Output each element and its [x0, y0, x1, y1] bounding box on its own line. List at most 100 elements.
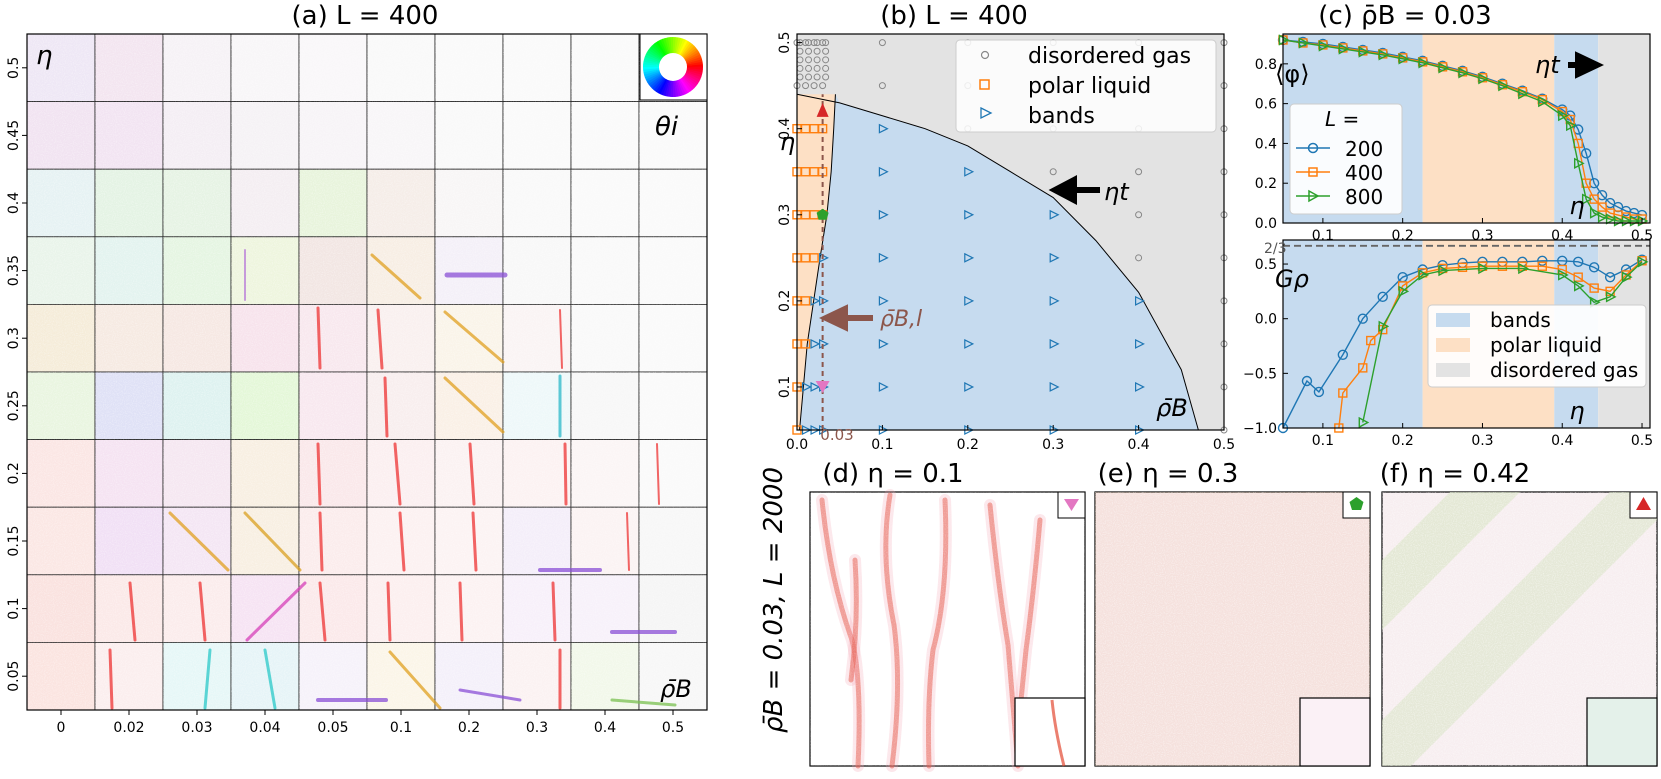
panel-a-row-ticks: 0.5 0.45 0.4 0.35 0.3 0.25 0.2 0.15 0.1 0.05	[6, 57, 27, 692]
l-legend-title: L =	[1325, 107, 1359, 131]
red-triangle-marker	[816, 102, 829, 117]
x-tick-label: 0.2	[1392, 433, 1414, 449]
phi-ylabel: ⟨φ⟩	[1275, 60, 1310, 88]
panel-e-inset	[1299, 697, 1371, 767]
band-feature	[610, 698, 677, 707]
series-line-200	[1282, 259, 1643, 429]
region-polar-label: polar liquid	[1490, 333, 1602, 357]
region-gas-swatch	[1436, 363, 1470, 377]
pink-triangle-icon	[1064, 499, 1079, 511]
green-pentagon-icon	[1349, 497, 1364, 510]
region-polar-swatch	[1436, 338, 1470, 352]
panel-f-snapshot	[1381, 491, 1658, 767]
row-tick-label: 0.15	[6, 525, 22, 556]
bands-point	[1135, 338, 1145, 349]
legend-800: 800	[1345, 185, 1383, 209]
panel-b: (b) L = 400 η ρ̄B ηt ρ̄B,l 0.03 disorder…	[777, 1, 1235, 453]
row-tick-label: 0.35	[6, 255, 22, 286]
panel-e-snapshot	[1094, 491, 1371, 767]
x-tick-label: 0.3	[1471, 433, 1493, 449]
panel-c-top-eta: η	[1569, 192, 1584, 220]
band-feature	[316, 306, 322, 370]
col-tick-label: 0.2	[458, 720, 480, 736]
legend-gas: disordered gas	[1028, 44, 1191, 69]
gas-point	[805, 73, 813, 81]
band-feature	[318, 581, 327, 642]
band-feature	[458, 581, 464, 642]
gas-point	[813, 39, 821, 47]
y-tick-label: 0.0	[1255, 216, 1277, 232]
region-bands-swatch	[1436, 313, 1470, 327]
bands-point	[878, 252, 889, 263]
x-tick-label: 0.3	[1042, 437, 1064, 453]
bands-point	[878, 295, 889, 306]
y-tick-label: 0.5	[1255, 257, 1277, 273]
point-800	[1358, 46, 1370, 58]
two-thirds-label: 2/3	[1264, 241, 1287, 257]
band-feature	[316, 442, 322, 506]
liquid-point	[800, 339, 811, 349]
band-feature	[551, 581, 557, 642]
panel-d-snapshot	[809, 489, 1086, 772]
point-800	[1605, 291, 1617, 303]
gas-point	[878, 39, 886, 47]
point-400	[1497, 261, 1508, 271]
eta-t-arrow-icon	[1048, 175, 1100, 205]
x-tick-label: 0.1	[1312, 433, 1334, 449]
band-feature	[559, 309, 563, 369]
y-tick-label: 0.1	[777, 376, 793, 398]
panel-a: (a) L = 400 η θi ρ̄B 0.50.450.40.350.30.…	[6, 1, 708, 736]
rho-marker-label: 0.03	[820, 426, 853, 444]
point-800	[1278, 34, 1290, 46]
side-label: ρ̄B = 0.03, L = 2000	[759, 467, 789, 733]
band-feature	[203, 648, 212, 710]
panel-c-frame	[1282, 239, 1651, 429]
legend-200: 200	[1345, 137, 1383, 161]
point-800	[1418, 269, 1430, 281]
gas-point	[802, 82, 810, 90]
point-200	[1313, 386, 1325, 398]
red-triangle-icon	[1636, 497, 1651, 510]
bands-point	[878, 209, 889, 220]
x-tick-label: 0.1	[871, 437, 893, 453]
col-tick-label: 0.5	[662, 720, 684, 736]
bands-point	[964, 338, 975, 349]
band-feature	[443, 376, 505, 434]
point-200	[1580, 148, 1592, 159]
gas-point	[813, 64, 821, 72]
panel-b-rho-label: ρ̄B	[1156, 394, 1188, 422]
point-400	[1597, 202, 1607, 212]
point-400	[1573, 272, 1583, 282]
col-tick-label: 0.04	[249, 720, 280, 736]
band-feature	[128, 581, 137, 642]
point-200	[1604, 271, 1616, 283]
x-tick-label: 0.4	[1127, 437, 1149, 453]
panel-e-title: (e) η = 0.3	[1098, 459, 1239, 489]
color-wheel-icon	[639, 33, 708, 101]
gas-point	[805, 47, 813, 55]
col-tick-label: 0.1	[390, 720, 412, 736]
bands-point	[801, 381, 812, 392]
series-line-800	[1282, 39, 1643, 222]
legend-liquid: polar liquid	[1028, 74, 1151, 99]
band-feature	[198, 581, 207, 642]
gas-point	[810, 82, 818, 90]
row-tick-label: 0.25	[6, 390, 22, 421]
col-tick-label: 0.4	[594, 720, 616, 736]
row-tick-label: 0.2	[6, 462, 22, 484]
band-feature	[243, 511, 302, 572]
point-800	[1378, 49, 1390, 61]
gas-point	[822, 47, 830, 55]
band-feature	[376, 308, 384, 370]
legend-bands-marker	[980, 106, 993, 120]
band-feature	[168, 511, 230, 572]
band-feature	[471, 511, 478, 572]
legend-gas-marker	[980, 50, 990, 60]
point-800	[1498, 80, 1509, 92]
eta-t-arrow-icon	[1568, 51, 1605, 79]
bands-point	[878, 381, 889, 392]
legend-bands: bands	[1028, 104, 1095, 129]
point-800	[1518, 88, 1529, 100]
point-800	[1438, 62, 1450, 74]
